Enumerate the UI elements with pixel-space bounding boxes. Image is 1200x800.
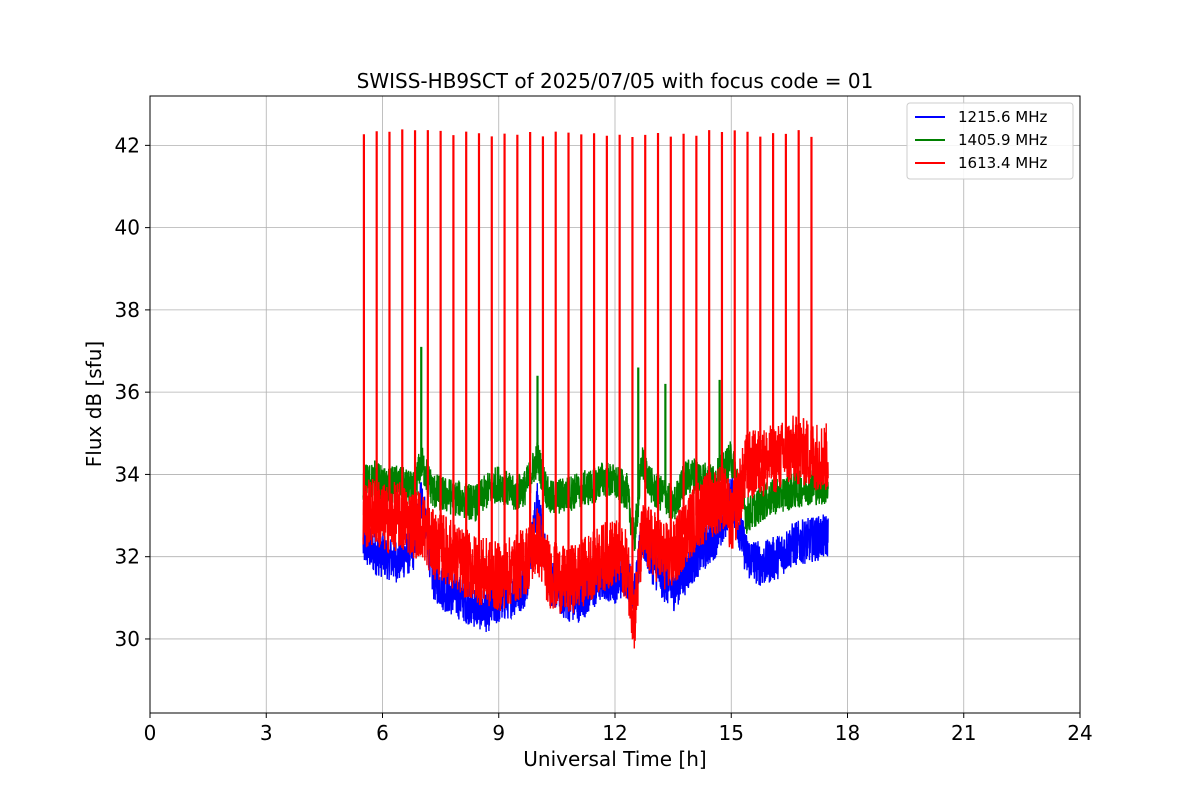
y-tick-label: 34 <box>115 462 140 486</box>
x-tick-label: 21 <box>951 721 976 745</box>
legend-label-1613: 1613.4 MHz <box>958 154 1047 172</box>
y-tick-label: 40 <box>115 216 140 240</box>
x-tick-label: 12 <box>602 721 627 745</box>
x-tick-label: 15 <box>719 721 744 745</box>
x-tick-label: 9 <box>492 721 505 745</box>
y-tick-label: 38 <box>115 298 140 322</box>
legend-label-1405: 1405.9 MHz <box>958 131 1047 149</box>
x-axis-label: Universal Time [h] <box>523 747 706 771</box>
legend: 1215.6 MHz 1405.9 MHz 1613.4 MHz <box>906 102 1074 180</box>
x-tick-label: 0 <box>144 721 157 745</box>
plot-area <box>362 129 829 649</box>
chart-title: SWISS-HB9SCT of 2025/07/05 with focus co… <box>357 69 874 93</box>
y-tick-label: 42 <box>115 133 140 157</box>
y-tick-label: 30 <box>115 627 140 651</box>
x-tick-label: 18 <box>835 721 860 745</box>
legend-label-1215: 1215.6 MHz <box>958 108 1047 126</box>
y-tick-label: 32 <box>115 545 140 569</box>
y-tick-label: 36 <box>115 380 140 404</box>
y-axis: 30 32 34 36 38 40 42 <box>115 133 150 651</box>
legend-box <box>906 102 1074 180</box>
y-axis-label: Flux dB [sfu] <box>82 341 106 467</box>
x-tick-label: 6 <box>376 721 389 745</box>
x-axis: 0 3 6 9 12 15 18 21 24 <box>144 713 1093 745</box>
x-tick-label: 24 <box>1067 721 1092 745</box>
x-tick-label: 3 <box>260 721 273 745</box>
